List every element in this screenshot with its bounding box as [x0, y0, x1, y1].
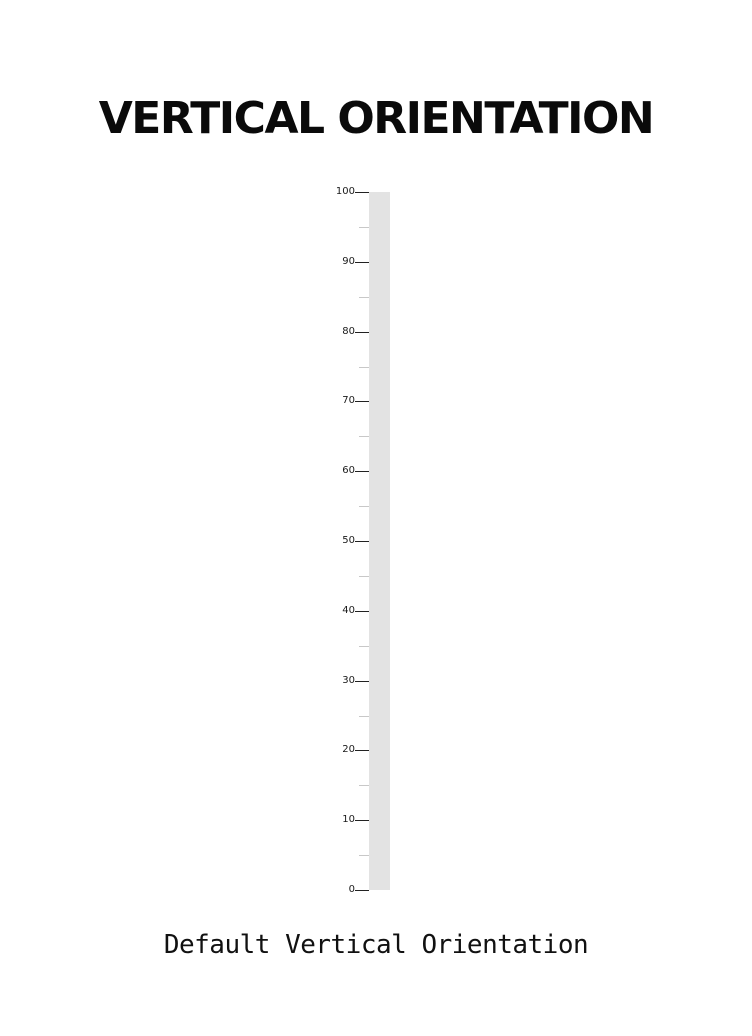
minor-tick [359, 576, 369, 577]
slider-track[interactable] [369, 192, 390, 890]
major-tick [355, 611, 369, 612]
minor-tick [359, 716, 369, 717]
page-title: VERTICAL ORIENTATION [98, 93, 655, 144]
tick-label: 80 [342, 326, 355, 337]
tick-label: 40 [342, 605, 355, 616]
major-tick [355, 262, 369, 263]
minor-tick [359, 506, 369, 507]
major-tick [355, 681, 369, 682]
major-tick [355, 890, 369, 891]
tick-label: 60 [342, 465, 355, 476]
tick-label: 100 [335, 186, 355, 197]
tick-label: 10 [342, 814, 355, 825]
major-tick [355, 192, 369, 193]
major-tick [355, 820, 369, 821]
minor-tick [359, 646, 369, 647]
major-tick [355, 471, 369, 472]
major-tick [355, 401, 369, 402]
slider-caption: Default Vertical Orientation [163, 930, 589, 960]
tick-label: 50 [342, 535, 355, 546]
tick-label: 90 [342, 256, 355, 267]
tick-label: 30 [342, 675, 355, 686]
minor-tick [359, 297, 369, 298]
vertical-slider[interactable]: 100 90 80 70 60 50 40 30 20 10 0 [300, 170, 420, 910]
tick-label: 0 [348, 884, 355, 895]
minor-tick [359, 367, 369, 368]
major-tick [355, 750, 369, 751]
minor-tick [359, 785, 369, 786]
major-tick [355, 332, 369, 333]
tick-label: 20 [342, 744, 355, 755]
minor-tick [359, 855, 369, 856]
minor-tick [359, 436, 369, 437]
minor-tick [359, 227, 369, 228]
tick-label: 70 [342, 395, 355, 406]
major-tick [355, 541, 369, 542]
